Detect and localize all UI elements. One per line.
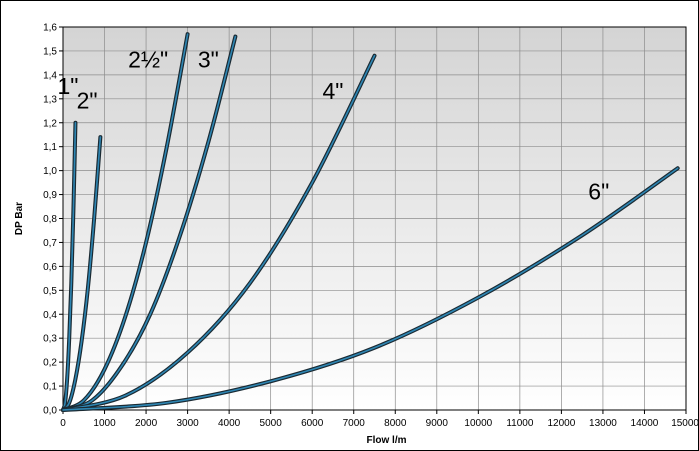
x-axis-title: Flow l/m	[367, 435, 407, 446]
series-line-core	[62, 33, 189, 411]
x-tick-label: 2000	[135, 418, 158, 429]
series-label-3: 2½"	[128, 47, 168, 73]
x-tick-label: 14000	[631, 418, 659, 429]
y-tick-label: 1,2	[43, 118, 57, 129]
y-tick-label: 0,5	[43, 286, 57, 297]
y-tick-label: 0,4	[43, 310, 57, 321]
y-axis-title: DP Bar	[14, 202, 25, 235]
series-label-1: 1"	[57, 73, 78, 99]
series-label-4: 3"	[198, 47, 219, 73]
x-tick-label: 15000	[671, 418, 699, 429]
series-label-6: 6"	[588, 178, 609, 204]
y-tick-label: 1,1	[43, 142, 57, 153]
y-tick-label: 0,1	[43, 382, 57, 393]
y-tick-label: 1,4	[43, 70, 57, 81]
x-tick-label: 7000	[343, 418, 366, 429]
x-tick-label: 11000	[506, 418, 534, 429]
x-axis: 0 1000 2000 3000 4000 5000 6000 7000 8000 9000 100…	[60, 410, 699, 429]
series-line-core	[62, 121, 77, 411]
y-tick-label: 0,2	[43, 358, 57, 369]
x-tick-label: 13000	[589, 418, 617, 429]
x-tick-label: 1000	[93, 418, 116, 429]
x-tick-label: 5000	[260, 418, 283, 429]
y-tick-label: 1,6	[43, 23, 57, 34]
series-group	[61, 32, 680, 412]
series-line-core	[62, 136, 102, 411]
x-tick-label: 10000	[464, 418, 492, 429]
y-tick-label: 0,9	[43, 190, 57, 201]
series-line-core	[62, 35, 237, 411]
x-tick-label: 8000	[384, 418, 407, 429]
x-tick-label: 3000	[176, 418, 199, 429]
series-line-core	[62, 167, 679, 411]
series-line-4	[61, 34, 238, 412]
y-tick-label: 1,5	[43, 46, 57, 57]
y-tick-label: 0,6	[43, 262, 57, 273]
series-line-6	[61, 166, 680, 412]
x-tick-label: 6000	[301, 418, 324, 429]
y-tick-label: 0,8	[43, 214, 57, 225]
x-tick-label: 4000	[218, 418, 241, 429]
x-tick-label: 12000	[547, 418, 575, 429]
series-line-3	[61, 32, 190, 412]
series-label-5: 4"	[322, 78, 343, 104]
series-line-core	[62, 54, 376, 411]
x-tick-label: 9000	[426, 418, 449, 429]
y-tick-label: 0,7	[43, 238, 57, 249]
series-line-1	[61, 120, 78, 412]
y-tick-label: 1,0	[43, 166, 57, 177]
y-tick-label: 0,0	[43, 406, 57, 417]
series-labels: 1"2" 2½" 3" 4" 6"	[57, 47, 609, 205]
y-tick-label: 1,3	[43, 94, 57, 105]
series-label-2: 2"	[77, 87, 98, 113]
y-axis: 0,0 0,1 0,2 0,3 0,4 0,5 0,6 0,7 0,8 0,9 1,0 1,1 1,2 1…	[43, 23, 63, 417]
x-tick-label: 0	[60, 418, 66, 429]
series-line-2	[61, 135, 103, 412]
series-line-5	[61, 53, 377, 412]
y-tick-label: 0,3	[43, 334, 57, 345]
